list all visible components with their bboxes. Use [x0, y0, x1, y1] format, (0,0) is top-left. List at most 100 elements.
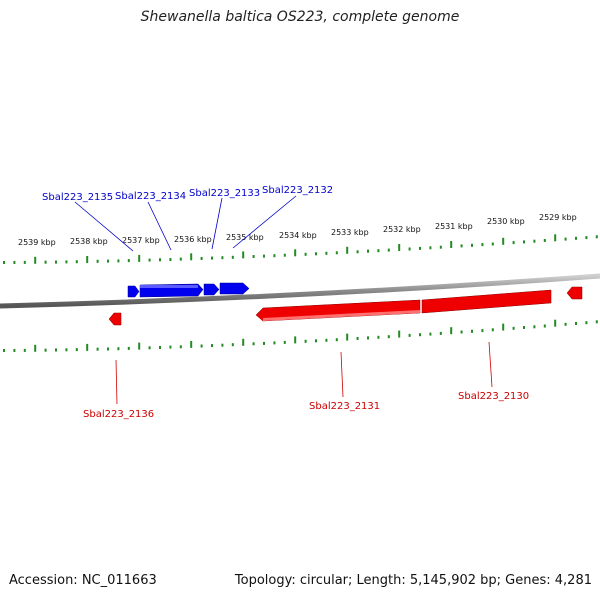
lower-minor-tick — [55, 348, 57, 352]
upper-minor-tick — [471, 243, 473, 247]
lower-minor-tick — [543, 324, 546, 328]
gene-label-2132[interactable]: Sbal223_2132 — [262, 185, 333, 196]
lower-minor-tick — [231, 343, 234, 347]
upper-major-tick — [346, 246, 349, 254]
ruler-label-2536: 2536 kbp — [174, 235, 212, 244]
upper-minor-tick — [117, 259, 120, 263]
gene-label-2134[interactable]: Sbal223_2134 — [115, 191, 186, 202]
lower-minor-tick — [481, 329, 484, 333]
lower-minor-tick — [283, 340, 286, 344]
lower-major-tick — [190, 340, 193, 348]
upper-minor-tick — [377, 249, 380, 253]
lower-minor-tick — [13, 349, 16, 352]
genome-title: Shewanella baltica OS223, complete genom… — [140, 9, 460, 25]
gene-partial-right[interactable] — [566, 286, 583, 300]
lower-minor-tick — [564, 322, 567, 326]
lower-minor-tick — [471, 329, 473, 333]
upper-minor-tick — [65, 260, 68, 264]
ruler-label-2537: 2537 kbp — [122, 236, 160, 245]
ruler-label-2532: 2532 kbp — [383, 225, 421, 234]
upper-minor-tick — [23, 260, 26, 264]
lower-minor-tick — [148, 346, 151, 350]
lower-minor-tick — [575, 322, 577, 325]
upper-minor-tick — [179, 257, 182, 261]
upper-minor-tick — [512, 241, 515, 245]
forward-gene-labels: Sbal223_2135 Sbal223_2134 Sbal223_2133 S… — [42, 185, 333, 252]
upper-minor-tick — [221, 256, 224, 260]
lower-minor-tick — [273, 341, 276, 345]
upper-minor-tick — [564, 237, 567, 241]
lower-minor-tick — [460, 330, 463, 334]
upper-minor-tick — [356, 250, 359, 254]
upper-minor-tick — [169, 258, 172, 261]
lower-minor-tick — [252, 342, 255, 346]
upper-minor-tick — [523, 240, 525, 244]
lower-minor-tick — [3, 349, 5, 352]
forward-strand-genes — [127, 282, 250, 298]
lower-minor-tick — [325, 338, 328, 342]
reverse-strand-genes — [108, 286, 583, 326]
upper-minor-tick — [460, 244, 463, 248]
upper-minor-tick — [481, 243, 484, 247]
upper-minor-tick — [575, 236, 577, 240]
leader-line-2133 — [211, 197, 223, 250]
gene-sbal223-2132[interactable] — [219, 282, 250, 295]
upper-minor-tick — [13, 261, 16, 264]
upper-minor-tick — [491, 242, 494, 246]
lower-minor-tick — [387, 335, 390, 339]
upper-major-tick — [34, 256, 37, 264]
gene-sbal223-2133[interactable] — [203, 283, 220, 296]
lower-minor-tick — [356, 337, 359, 340]
gene-label-2131[interactable]: Sbal223_2131 — [309, 401, 380, 412]
lower-minor-tick — [159, 346, 161, 349]
upper-minor-tick — [252, 255, 255, 258]
lower-minor-tick — [304, 339, 307, 343]
gene-sbal223-2135[interactable] — [127, 285, 140, 298]
gene-label-2133[interactable]: Sbal223_2133 — [189, 188, 260, 199]
gene-label-2135[interactable]: Sbal223_2135 — [42, 192, 113, 203]
leader-line-2136 — [115, 359, 118, 405]
leader-line-2130 — [488, 341, 493, 388]
leader-line-2134 — [147, 201, 172, 251]
upper-minor-tick — [315, 252, 317, 256]
upper-minor-tick — [231, 255, 234, 259]
lower-major-tick — [346, 333, 349, 341]
lower-minor-tick — [595, 320, 598, 324]
lower-minor-tick — [211, 344, 213, 348]
upper-minor-tick — [148, 258, 151, 262]
upper-minor-tick — [211, 256, 213, 260]
lower-minor-tick — [523, 326, 525, 329]
lower-major-tick — [242, 338, 245, 346]
gene-sbal223-2136[interactable] — [108, 312, 122, 326]
gene-label-2136[interactable]: Sbal223_2136 — [83, 409, 154, 420]
upper-minor-tick — [127, 259, 130, 263]
lower-minor-tick — [408, 333, 411, 337]
upper-minor-tick — [585, 236, 588, 240]
gene-label-2130[interactable]: Sbal223_2130 — [458, 391, 529, 402]
upper-major-tick — [138, 254, 141, 262]
upper-major-tick — [450, 241, 453, 248]
gene-sbal223-2130[interactable] — [421, 289, 552, 314]
lower-minor-tick — [367, 336, 369, 340]
upper-major-tick — [294, 249, 297, 257]
leader-line-2131 — [340, 351, 344, 398]
lower-minor-tick — [439, 331, 442, 335]
upper-major-tick — [502, 237, 505, 245]
upper-minor-tick — [159, 258, 161, 262]
upper-major-tick — [554, 234, 557, 242]
upper-minor-tick — [595, 235, 598, 239]
upper-minor-tick — [273, 254, 276, 258]
upper-minor-tick — [387, 248, 390, 252]
lower-minor-tick — [23, 348, 26, 352]
ruler-label-2529: 2529 kbp — [539, 213, 577, 222]
ruler-label-2531: 2531 kbp — [435, 222, 473, 231]
lower-scale-ticks — [3, 319, 598, 352]
upper-minor-tick — [44, 260, 47, 264]
upper-minor-tick — [304, 252, 307, 256]
lower-minor-tick — [65, 348, 68, 352]
upper-minor-tick — [533, 239, 536, 243]
upper-minor-tick — [3, 261, 5, 264]
reverse-gene-labels: Sbal223_2136 Sbal223_2131 Sbal223_2130 — [83, 341, 529, 420]
gene-shadow — [263, 310, 420, 321]
